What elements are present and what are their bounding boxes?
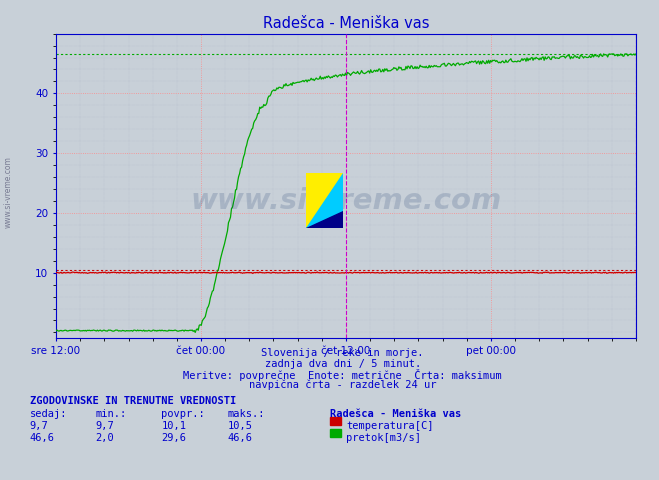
- Text: 10,1: 10,1: [161, 421, 186, 432]
- Text: maks.:: maks.:: [227, 409, 265, 420]
- Text: temperatura[C]: temperatura[C]: [346, 421, 434, 432]
- Text: povpr.:: povpr.:: [161, 409, 205, 420]
- Text: ZGODOVINSKE IN TRENUTNE VREDNOSTI: ZGODOVINSKE IN TRENUTNE VREDNOSTI: [30, 396, 236, 406]
- Polygon shape: [306, 173, 343, 228]
- Text: min.:: min.:: [96, 409, 127, 420]
- Text: www.si-vreme.com: www.si-vreme.com: [190, 187, 501, 215]
- Text: zadnja dva dni / 5 minut.: zadnja dva dni / 5 minut.: [264, 359, 421, 369]
- Text: 46,6: 46,6: [227, 433, 252, 444]
- Text: 9,7: 9,7: [96, 421, 114, 432]
- Text: Meritve: povprečne  Enote: metrične  Črta: maksimum: Meritve: povprečne Enote: metrične Črta:…: [183, 369, 502, 381]
- Text: sedaj:: sedaj:: [30, 409, 67, 420]
- Polygon shape: [306, 173, 343, 228]
- Polygon shape: [306, 211, 343, 228]
- Text: 9,7: 9,7: [30, 421, 48, 432]
- Text: www.si-vreme.com: www.si-vreme.com: [3, 156, 13, 228]
- Text: 2,0: 2,0: [96, 433, 114, 444]
- Text: 10,5: 10,5: [227, 421, 252, 432]
- Text: 46,6: 46,6: [30, 433, 55, 444]
- Text: 29,6: 29,6: [161, 433, 186, 444]
- Text: navpična črta - razdelek 24 ur: navpična črta - razdelek 24 ur: [249, 380, 436, 390]
- Text: Radešca - Meniška vas: Radešca - Meniška vas: [330, 409, 461, 420]
- Text: Slovenija / reke in morje.: Slovenija / reke in morje.: [262, 348, 424, 358]
- Text: pretok[m3/s]: pretok[m3/s]: [346, 433, 421, 444]
- Title: Radešca - Meniška vas: Radešca - Meniška vas: [263, 16, 429, 31]
